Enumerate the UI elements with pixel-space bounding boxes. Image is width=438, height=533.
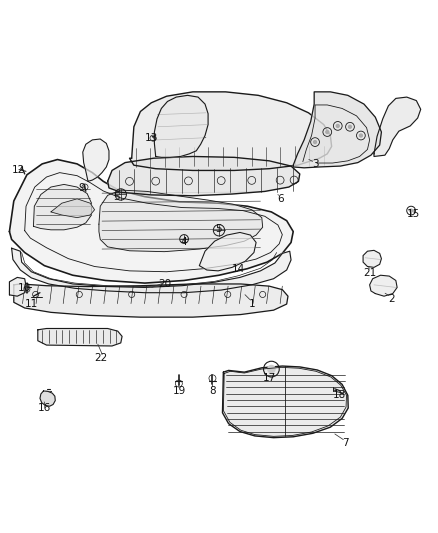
Text: 14: 14	[232, 264, 245, 273]
Text: 6: 6	[277, 194, 283, 204]
Text: 15: 15	[406, 209, 420, 219]
Polygon shape	[38, 328, 122, 346]
Polygon shape	[10, 277, 26, 296]
Circle shape	[325, 130, 329, 134]
Text: 12: 12	[11, 165, 25, 175]
Text: 21: 21	[363, 268, 376, 278]
Polygon shape	[199, 232, 256, 271]
Polygon shape	[374, 97, 421, 157]
Polygon shape	[10, 159, 293, 283]
Text: 10: 10	[18, 284, 31, 293]
Polygon shape	[51, 199, 95, 217]
Text: 22: 22	[95, 353, 108, 363]
Polygon shape	[33, 184, 92, 230]
Text: 5: 5	[113, 192, 120, 201]
Text: 17: 17	[263, 373, 276, 383]
Polygon shape	[130, 92, 332, 171]
Polygon shape	[83, 139, 109, 181]
Circle shape	[267, 365, 276, 374]
Text: 9: 9	[78, 183, 85, 193]
Text: 13: 13	[145, 133, 158, 143]
Polygon shape	[40, 391, 55, 406]
Text: 5: 5	[215, 224, 223, 235]
Polygon shape	[223, 366, 348, 438]
Text: 7: 7	[343, 438, 349, 448]
Text: 19: 19	[173, 386, 186, 396]
Circle shape	[348, 125, 352, 129]
Circle shape	[409, 208, 413, 213]
Text: 1: 1	[248, 298, 255, 309]
Polygon shape	[293, 92, 381, 168]
Text: 18: 18	[332, 390, 346, 400]
Text: 20: 20	[158, 279, 171, 289]
Text: 2: 2	[388, 294, 395, 304]
Polygon shape	[12, 248, 291, 293]
Polygon shape	[363, 251, 381, 268]
Circle shape	[313, 140, 317, 144]
Polygon shape	[370, 275, 397, 296]
Polygon shape	[14, 284, 288, 317]
Circle shape	[336, 124, 340, 128]
Text: 3: 3	[312, 159, 318, 169]
Polygon shape	[99, 190, 263, 252]
Text: 11: 11	[25, 298, 38, 309]
Circle shape	[359, 133, 363, 138]
Text: 16: 16	[38, 403, 51, 414]
Text: 8: 8	[209, 386, 216, 396]
Text: 4: 4	[181, 238, 187, 247]
Polygon shape	[108, 157, 300, 196]
Polygon shape	[154, 95, 208, 157]
